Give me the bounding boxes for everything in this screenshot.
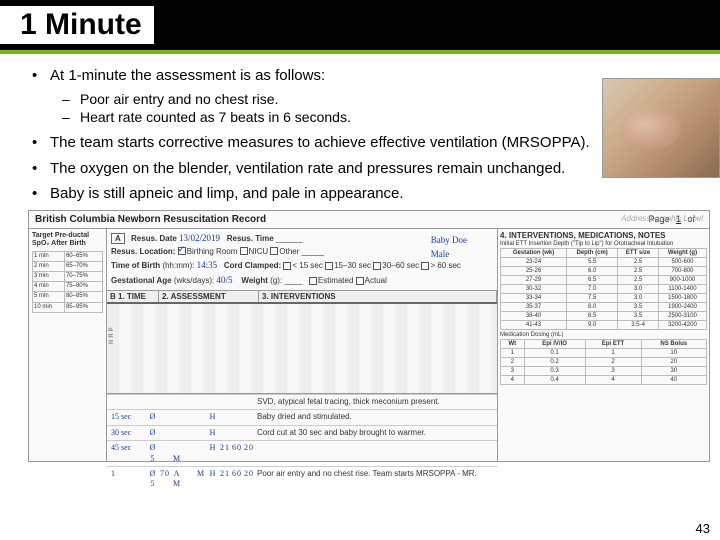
intervention-grid: NRP bbox=[107, 304, 497, 394]
resus-record: British Columbia Newborn Resuscitation R… bbox=[28, 210, 710, 462]
ga-value: 40/5 bbox=[217, 275, 233, 285]
chk-birthing: ✓ bbox=[178, 247, 186, 255]
chk-nicu bbox=[240, 247, 248, 255]
note-row: 45 secØH2160205M bbox=[107, 440, 497, 466]
baby-info: Baby Doe Male bbox=[431, 233, 467, 262]
baby-sex: Male bbox=[431, 247, 467, 261]
note-row: 15 secØHBaby dried and stimulated. bbox=[107, 409, 497, 424]
spo2-table: 1 min60–65%2 min65–70%3 min70–75%4 min75… bbox=[32, 251, 103, 313]
form-row-a: A Resus. Date 13/02/2019 Resus. Time ___… bbox=[107, 229, 497, 291]
addresso-label: Addressographic Label bbox=[621, 214, 703, 223]
notes-area: SVD, atypical fetal tracing, thick mecon… bbox=[107, 394, 497, 492]
record-title: British Columbia Newborn Resuscitation R… bbox=[35, 214, 266, 225]
newborn-photo bbox=[602, 78, 720, 178]
bullet-1: At 1-minute the assessment is as follows… bbox=[28, 66, 692, 127]
record-header: British Columbia Newborn Resuscitation R… bbox=[29, 211, 709, 229]
title-bar: 1 Minute bbox=[0, 0, 720, 54]
right-col: 4. INTERVENTIONS, MEDICATIONS, NOTES Ini… bbox=[497, 229, 709, 461]
spo2-header: Target Pre-ductal SpO₂ After Birth bbox=[32, 232, 103, 249]
med-table: WtEpi IV/IOEpi ETTNS Bolus10.111020.2220… bbox=[500, 339, 707, 385]
sec4-header: 4. INTERVENTIONS, MEDICATIONS, NOTES bbox=[500, 231, 707, 240]
chk-other bbox=[270, 247, 278, 255]
tob-value: 14:35 bbox=[197, 260, 218, 270]
sub-list: Poor air entry and no chest rise. Heart … bbox=[50, 90, 692, 128]
record-body: Target Pre-ductal SpO₂ After Birth 1 min… bbox=[29, 229, 709, 461]
note-row: SVD, atypical fetal tracing, thick mecon… bbox=[107, 394, 497, 409]
bullet-3: The oxygen on the blender, ventilation r… bbox=[28, 159, 692, 179]
sub-1: Poor air entry and no chest rise. bbox=[50, 90, 692, 109]
bullet-1-text: At 1-minute the assessment is as follows… bbox=[50, 67, 325, 84]
bullet-list: At 1-minute the assessment is as follows… bbox=[28, 66, 692, 204]
slide-title: 1 Minute bbox=[0, 6, 154, 44]
target-spo2-col: Target Pre-ductal SpO₂ After Birth 1 min… bbox=[29, 229, 107, 461]
baby-name: Baby Doe bbox=[431, 233, 467, 247]
note-row: 1Ø70AMH2160205MPoor air entry and no che… bbox=[107, 466, 497, 492]
bullet-2: The team starts corrective measures to a… bbox=[28, 133, 692, 153]
section-bar: B 1. TIME 2. ASSESSMENT 3. INTERVENTIONS bbox=[107, 291, 497, 304]
date-value: 13/02/2019 bbox=[179, 233, 220, 243]
record-mid: A Resus. Date 13/02/2019 Resus. Time ___… bbox=[107, 229, 497, 461]
note-row: 30 secØHCord cut at 30 sec and baby brou… bbox=[107, 425, 497, 440]
sub-2: Heart rate counted as 7 beats in 6 secon… bbox=[50, 108, 692, 127]
slide-number: 43 bbox=[696, 521, 710, 536]
ett-table: Gestation (wk)Depth (cm)ETT sizeWeight (… bbox=[500, 248, 707, 330]
bullet-4: Baby is still apneic and limp, and pale … bbox=[28, 184, 692, 204]
